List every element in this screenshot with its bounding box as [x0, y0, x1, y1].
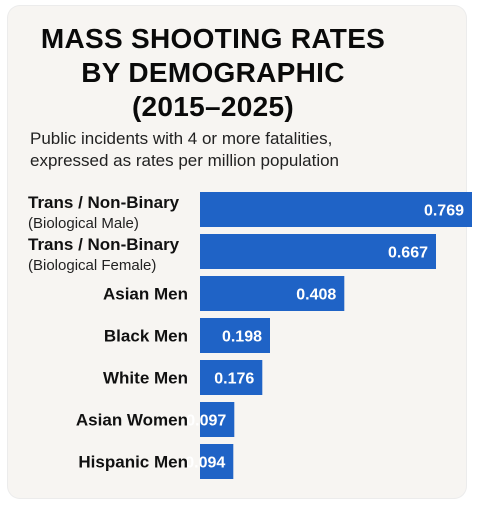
- chart-title-line-1: MASS SHOOTING RATES: [40, 23, 386, 54]
- category-label: Black Men: [104, 327, 188, 346]
- bar: [200, 192, 472, 227]
- bar: [200, 318, 270, 353]
- chart-subtitle-line-2: expressed as rates per million populatio…: [30, 151, 340, 170]
- bar-group: 0.198 Black Men: [104, 318, 270, 353]
- data-label: 0.094: [185, 455, 225, 472]
- category-label: White Men: [103, 369, 188, 388]
- chart-title-line-3: (2015–2025): [131, 91, 295, 122]
- category-label: Asian Men: [103, 285, 188, 304]
- data-label: 0.097: [186, 413, 226, 430]
- data-label: 0.769: [424, 203, 464, 220]
- chart-title-line-2: BY DEMOGRAPHIC: [81, 57, 345, 88]
- bar-group: 0.667 Trans / Non-Binary (Biological Femal…: [28, 234, 436, 274]
- category-sublabel: (Biological Male): [28, 215, 139, 232]
- bar: [200, 276, 345, 311]
- category-label: Trans / Non-Binary: [28, 235, 180, 254]
- data-label: 0.667: [388, 245, 428, 262]
- category-sublabel: (Biological Female): [28, 257, 156, 274]
- category-label: Trans / Non-Binary: [28, 193, 180, 212]
- bar: [200, 402, 235, 437]
- chart-subtitle-line-1: Public incidents with 4 or more fataliti…: [30, 129, 333, 148]
- bar-group: 0.408 Asian Men: [103, 276, 345, 311]
- bar-group: 0.769 Trans / Non-Binary (Biological Male): [28, 192, 472, 232]
- data-label: 0.176: [214, 371, 254, 388]
- bar-group: 0.176 White Men: [103, 360, 263, 395]
- bar: [200, 360, 263, 395]
- category-label: Asian Women: [76, 411, 188, 430]
- data-label: 0.408: [296, 287, 336, 304]
- data-label: 0.198: [222, 329, 262, 346]
- bar: [200, 234, 436, 269]
- category-label: Hispanic Men: [78, 453, 188, 472]
- bar: [200, 444, 234, 479]
